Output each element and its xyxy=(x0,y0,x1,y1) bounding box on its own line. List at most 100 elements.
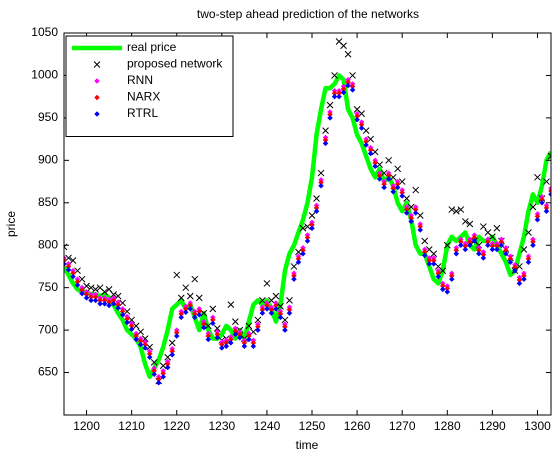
point xyxy=(141,335,149,342)
point xyxy=(345,82,351,89)
point xyxy=(74,267,81,275)
point xyxy=(231,318,239,325)
point xyxy=(79,290,85,297)
point xyxy=(494,246,500,253)
point xyxy=(78,275,86,283)
point xyxy=(543,208,550,215)
point xyxy=(69,257,77,264)
y-tick-label: 850 xyxy=(38,195,58,209)
point xyxy=(182,284,190,292)
point xyxy=(421,252,428,259)
point xyxy=(358,110,365,117)
x-tick-label: 1200 xyxy=(73,419,100,433)
point xyxy=(408,218,415,225)
point xyxy=(539,199,545,206)
point xyxy=(457,242,464,249)
point xyxy=(385,176,392,182)
point xyxy=(475,250,482,257)
point xyxy=(277,314,284,321)
point xyxy=(246,336,252,343)
point xyxy=(177,294,185,302)
point xyxy=(128,326,135,333)
point xyxy=(88,297,94,304)
point xyxy=(164,353,172,361)
point xyxy=(200,324,207,331)
point xyxy=(97,300,103,307)
point xyxy=(295,259,302,266)
point xyxy=(331,93,338,100)
point xyxy=(213,325,221,332)
point xyxy=(480,223,487,230)
point xyxy=(317,169,325,177)
point xyxy=(259,310,266,316)
point xyxy=(83,294,90,301)
point xyxy=(376,176,383,182)
point xyxy=(399,193,406,199)
point xyxy=(195,294,203,302)
point xyxy=(534,173,541,181)
point xyxy=(137,341,144,348)
point xyxy=(394,184,401,191)
point xyxy=(281,316,289,324)
point xyxy=(245,322,253,330)
y-tick-label: 900 xyxy=(38,153,58,167)
point xyxy=(435,273,442,280)
point xyxy=(187,306,194,312)
x-tick-label: 1220 xyxy=(163,419,190,433)
point xyxy=(87,284,95,292)
x-axis-label: time xyxy=(296,438,319,452)
point xyxy=(173,271,181,279)
x-tick-label: 1250 xyxy=(299,419,326,433)
point xyxy=(277,302,284,310)
point xyxy=(273,306,279,312)
point xyxy=(380,169,388,177)
x-tick-label: 1240 xyxy=(254,419,281,433)
point xyxy=(191,314,198,321)
y-axis-label: price xyxy=(4,211,18,237)
point xyxy=(308,212,316,219)
point xyxy=(313,208,320,215)
point xyxy=(255,327,261,333)
point xyxy=(466,242,473,249)
point xyxy=(512,267,518,274)
point xyxy=(322,140,329,147)
y-tick-label: 700 xyxy=(38,322,58,336)
point xyxy=(534,216,541,223)
point xyxy=(516,280,523,287)
point xyxy=(322,127,329,134)
point xyxy=(110,291,117,298)
point xyxy=(65,266,72,273)
legend-label: RNN xyxy=(127,73,153,87)
x-tick-label: 1270 xyxy=(389,419,416,433)
point xyxy=(367,135,374,143)
point xyxy=(503,250,509,257)
point xyxy=(106,302,112,309)
y-tick-label: 950 xyxy=(38,110,58,124)
y-tick-label: 1000 xyxy=(31,68,58,82)
point xyxy=(164,364,171,371)
point xyxy=(390,188,397,195)
point xyxy=(340,89,347,96)
point xyxy=(530,242,536,249)
point xyxy=(128,316,135,324)
point xyxy=(209,305,217,313)
point xyxy=(237,334,243,341)
point xyxy=(268,310,275,316)
point xyxy=(150,359,158,366)
point xyxy=(178,314,185,321)
legend-swatch xyxy=(94,94,100,101)
point xyxy=(362,127,370,134)
point xyxy=(340,42,347,50)
point xyxy=(286,310,293,316)
point xyxy=(520,246,528,253)
point xyxy=(327,115,333,121)
x-tick-label: 1210 xyxy=(118,419,145,433)
point xyxy=(92,286,99,293)
point xyxy=(489,246,496,253)
point xyxy=(403,210,410,216)
point xyxy=(282,327,288,333)
y-tick-label: 1050 xyxy=(31,25,58,39)
point xyxy=(421,237,429,245)
point xyxy=(133,336,140,343)
